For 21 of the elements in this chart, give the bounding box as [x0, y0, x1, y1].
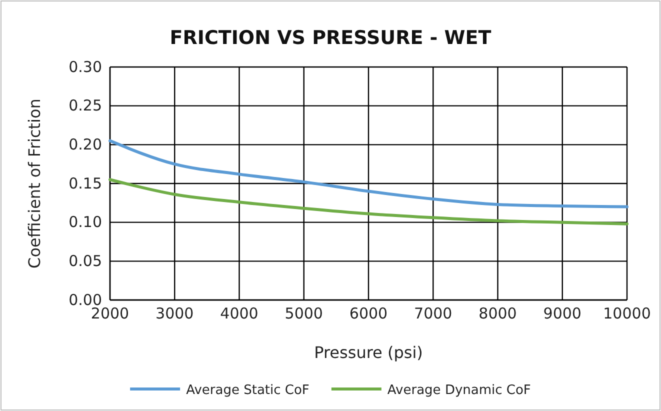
legend-label: Average Dynamic CoF — [387, 383, 531, 398]
x-tick-label: 9000 — [543, 304, 582, 323]
x-tick-label: 10000 — [603, 304, 651, 323]
y-tick-label: 0.15 — [68, 174, 102, 192]
x-tick-label: 6000 — [349, 304, 388, 323]
line-series — [108, 178, 628, 226]
x-tick-label: 8000 — [478, 304, 517, 323]
y-tick-label: 0.20 — [68, 135, 102, 154]
y-tick-label: 0.05 — [68, 252, 102, 270]
y-tick-label: 0.25 — [68, 96, 102, 115]
y-axis-title: Coefficient of Friction — [25, 98, 44, 268]
x-tick-label: 3000 — [156, 304, 194, 323]
y-tick-label: 0.30 — [68, 58, 102, 76]
x-tick-label: 5000 — [284, 304, 323, 323]
x-axis-title: Pressure (psi) — [314, 343, 423, 362]
legend-label: Average Static CoF — [186, 383, 310, 398]
chart-title: FRICTION VS PRESSURE - WET — [170, 27, 492, 49]
x-tick-label: 7000 — [414, 304, 452, 323]
y-tick-label: 0.10 — [68, 213, 102, 232]
x-tick-label: 4000 — [220, 304, 258, 323]
line-series — [108, 139, 628, 208]
